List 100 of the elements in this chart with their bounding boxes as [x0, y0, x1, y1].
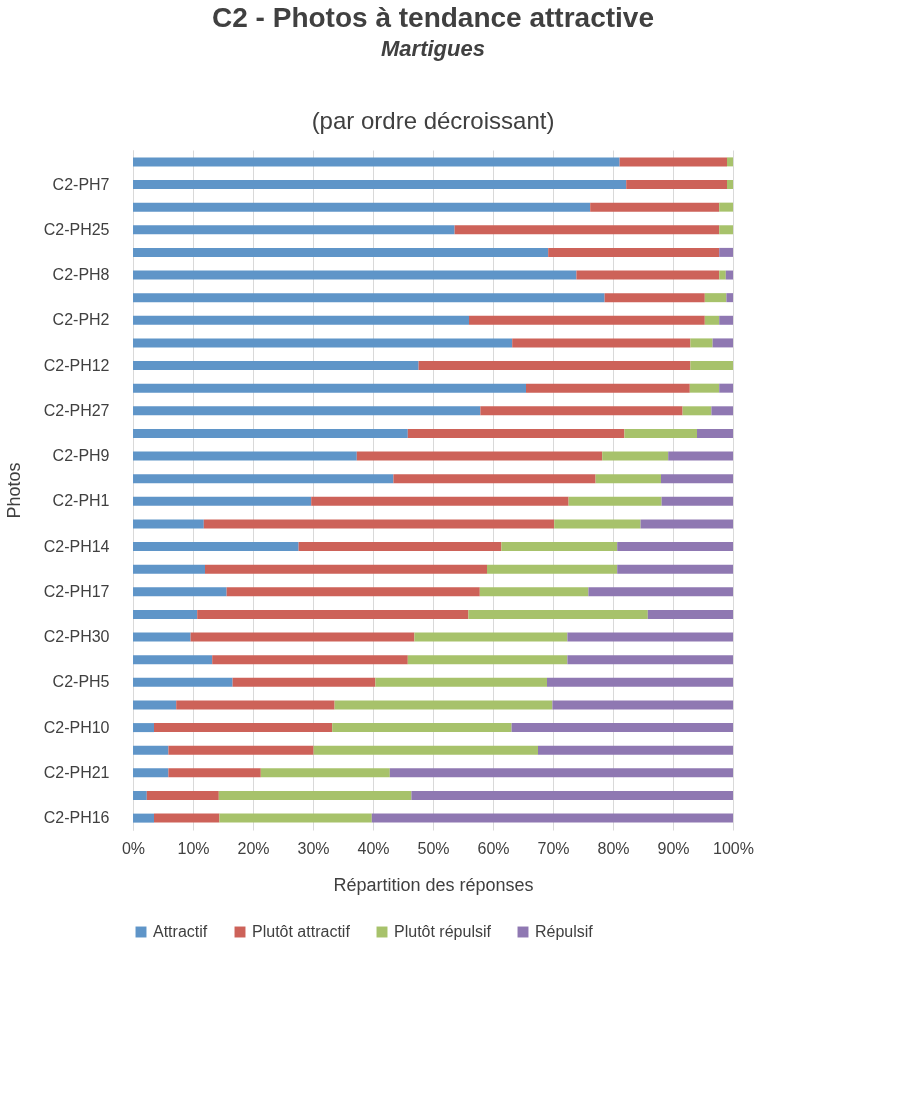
bar: [647, 609, 733, 619]
bar: [168, 745, 314, 755]
bar: [548, 247, 720, 257]
bar: [511, 723, 733, 733]
y-tick-label: C2-PH30: [43, 628, 110, 646]
bar: [133, 406, 481, 416]
bar: [567, 655, 733, 665]
bar: [588, 587, 733, 597]
bar: [719, 315, 733, 325]
bar: [154, 813, 220, 823]
bar: [454, 225, 720, 235]
x-tick-label: 90%: [657, 839, 690, 857]
bar: [133, 519, 204, 529]
bar: [604, 293, 705, 303]
bar: [176, 700, 335, 710]
bar: [727, 180, 733, 190]
bar: [719, 225, 733, 235]
y-tick-label: C2-PH2: [52, 311, 110, 329]
y-tick-label: C2-PH7: [52, 175, 110, 193]
bar: [203, 519, 555, 529]
bar: [298, 542, 502, 552]
bar: [133, 542, 299, 552]
bar: [661, 474, 733, 484]
x-tick-label: 100%: [713, 839, 754, 857]
bar: [626, 180, 727, 190]
x-tick-label: 40%: [357, 839, 390, 857]
bar: [719, 270, 726, 280]
text: (par ordre décroissant): [311, 107, 555, 134]
bar: [704, 315, 720, 325]
bar: [668, 451, 733, 461]
bar: [689, 383, 720, 393]
bar: [133, 609, 198, 619]
bar: [624, 428, 697, 438]
x-tick-label: 30%: [297, 839, 330, 857]
bar: [133, 315, 469, 325]
bar: [712, 338, 733, 348]
bar: [154, 723, 333, 733]
x-tick-label: 70%: [537, 839, 570, 857]
bar: [538, 745, 733, 755]
bar: [697, 428, 733, 438]
y-tick-label: C2-PH1: [52, 492, 110, 510]
bar: [356, 451, 603, 461]
bar: [133, 270, 577, 280]
bar: [414, 632, 568, 642]
bar: [311, 496, 569, 506]
bar: [133, 247, 549, 257]
bar: [711, 406, 733, 416]
bar: [133, 474, 394, 484]
bar: [512, 338, 691, 348]
bar: [719, 247, 733, 257]
bar: [133, 723, 154, 733]
x-tick-label: 80%: [597, 839, 630, 857]
bar: [168, 768, 261, 778]
legend-label: Répulsif: [535, 923, 594, 940]
bar: [226, 587, 480, 597]
bar: [411, 790, 733, 800]
bar: [133, 496, 312, 506]
bar: [567, 632, 733, 642]
bar: [568, 496, 662, 506]
bar: [487, 564, 618, 574]
bar: [480, 406, 683, 416]
bar: [133, 451, 357, 461]
bar: [617, 564, 733, 574]
bar: [393, 474, 596, 484]
bar: [232, 677, 376, 687]
x-axis-title: Répartition des réponses: [333, 874, 534, 895]
y-tick-label: C2-PH12: [43, 356, 110, 374]
y-tick-label: C2-PH16: [43, 809, 110, 827]
bar: [133, 587, 227, 597]
bar: [313, 745, 538, 755]
bar: [205, 564, 487, 574]
bar: [595, 474, 661, 484]
bar: [690, 338, 713, 348]
x-tick-label: 0%: [121, 839, 146, 857]
bar: [704, 293, 727, 303]
bar: [133, 428, 408, 438]
x-tick-label: 60%: [477, 839, 510, 857]
bar: [468, 609, 648, 619]
bar: [218, 790, 412, 800]
bar: [661, 496, 733, 506]
bar: [133, 180, 627, 190]
bar: [334, 700, 553, 710]
bar: [727, 157, 733, 167]
bar: [552, 700, 733, 710]
bar: [133, 202, 591, 212]
bar: [576, 270, 720, 280]
x-tick-label: 50%: [417, 839, 450, 857]
bar: [133, 225, 455, 235]
bar: [554, 519, 641, 529]
bar: [719, 383, 733, 393]
bar: [133, 790, 147, 800]
bar: [133, 383, 526, 393]
legend-label: Attractif: [153, 923, 208, 940]
bar: [219, 813, 372, 823]
y-axis-title: Photos: [3, 462, 24, 519]
y-tick-label: C2-PH14: [43, 537, 110, 555]
y-tick-label: C2-PH21: [43, 763, 110, 781]
bar: [690, 361, 733, 371]
bar: [407, 428, 625, 438]
bar: [547, 677, 733, 687]
